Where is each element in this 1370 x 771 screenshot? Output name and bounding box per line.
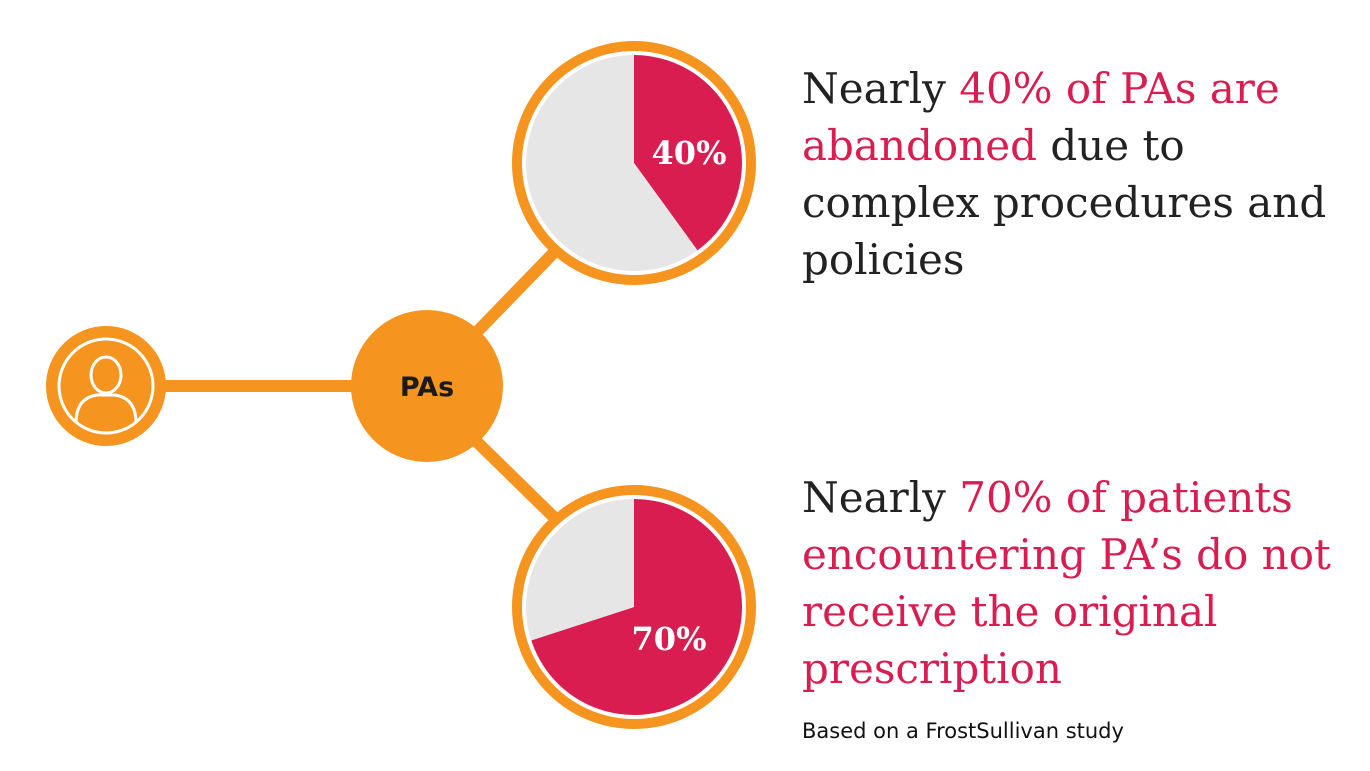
- pie-0-slice-0: [634, 55, 743, 251]
- statement-prefix: Nearly: [802, 473, 960, 522]
- pie-0-slice-1: [526, 55, 698, 271]
- statement-highlight: 70% of patients encountering PA’s do not…: [802, 473, 1331, 693]
- pie-label-40: 40%: [652, 134, 727, 172]
- user-node: [46, 326, 166, 446]
- statement-patients-prescription: Nearly 70% of patients encountering PA’s…: [802, 469, 1362, 697]
- statement-highlight: 40% of PAs are abandoned: [802, 64, 1280, 170]
- pie-1-slice-1: [526, 499, 634, 641]
- pas-diagram: PAs 40% 70%: [46, 41, 756, 729]
- pie-chart-70: 70%: [512, 485, 756, 729]
- statement-prefix: Nearly: [802, 64, 960, 113]
- pie-1-slice-0: [531, 499, 742, 715]
- user-icon: [57, 337, 155, 435]
- pie-chart-40: 40%: [512, 41, 756, 285]
- connector-hub-pie-bottom: [468, 433, 573, 536]
- source-note: Based on a FrostSullivan study: [802, 719, 1124, 743]
- hub-node: PAs: [351, 310, 503, 462]
- statement-suffix: due to complex procedures and policies: [802, 121, 1327, 284]
- hub-label: PAs: [400, 372, 454, 403]
- connector-hub-pie-top: [468, 233, 573, 341]
- pie-label-70: 70%: [632, 620, 707, 658]
- statement-abandoned-pas: Nearly 40% of PAs are abandoned due to c…: [802, 60, 1362, 288]
